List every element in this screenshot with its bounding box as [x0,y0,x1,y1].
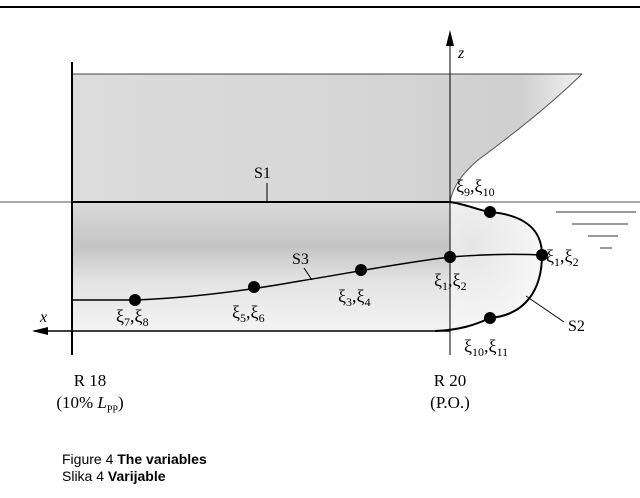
x-axis-arrow [32,327,48,335]
station-r18-note: (10% LPP) [56,393,124,416]
label-xi-7-8: ξ7,ξ8 [116,306,149,329]
point-xi-1-2 [444,251,456,263]
curve-s3 [72,253,543,301]
s3-leader [303,267,313,281]
point-xi-1-2-bulb [536,249,548,261]
lower-hull [72,202,542,331]
label-xi-9-10: ξ9,ξ10 [456,176,495,199]
station-r18-label: R 18 (10% LPP) [40,370,140,421]
point-xi-7-8 [129,294,141,306]
caption-croatian: Slika 4 Varijable [62,468,166,484]
bulbous-bow-diagram: z x S1 S3 S2 ξ9,ξ10 ξ1,ξ2 ξ1,ξ2 ξ3,ξ4 ξ5… [0,30,640,359]
label-xi-5-6: ξ5,ξ6 [232,302,265,325]
label-xi-1-2: ξ1,ξ2 [434,270,467,293]
station-r20-label: R 20 (P.O.) [410,370,490,414]
label-s3: S3 [292,251,309,268]
label-xi-10-11: ξ10,ξ11 [464,336,508,359]
label-s1: S1 [254,165,271,182]
z-axis-label: z [457,45,465,62]
s2-leader [525,295,565,323]
upper-hull [72,74,582,202]
point-xi-5-6 [248,281,260,293]
point-xi-9-10 [484,206,496,218]
bow-flare-line [449,73,583,203]
bulb-fill [435,202,542,331]
label-xi-3-4: ξ3,ξ4 [338,286,371,309]
station-r18-name: R 18 [73,371,107,390]
z-axis-arrow [446,30,454,46]
station-r20-name: R 20 [433,371,467,390]
x-axis-label: x [39,309,47,326]
station-r20-note: (P.O.) [430,393,470,412]
label-xi-1-2-bulb: ξ1,ξ2 [546,246,579,269]
caption-english: Figure 4 The variables [62,451,207,467]
top-rule [0,6,640,8]
point-xi-3-4 [355,264,367,276]
label-s2: S2 [568,318,585,335]
point-xi-10-11 [484,312,496,324]
